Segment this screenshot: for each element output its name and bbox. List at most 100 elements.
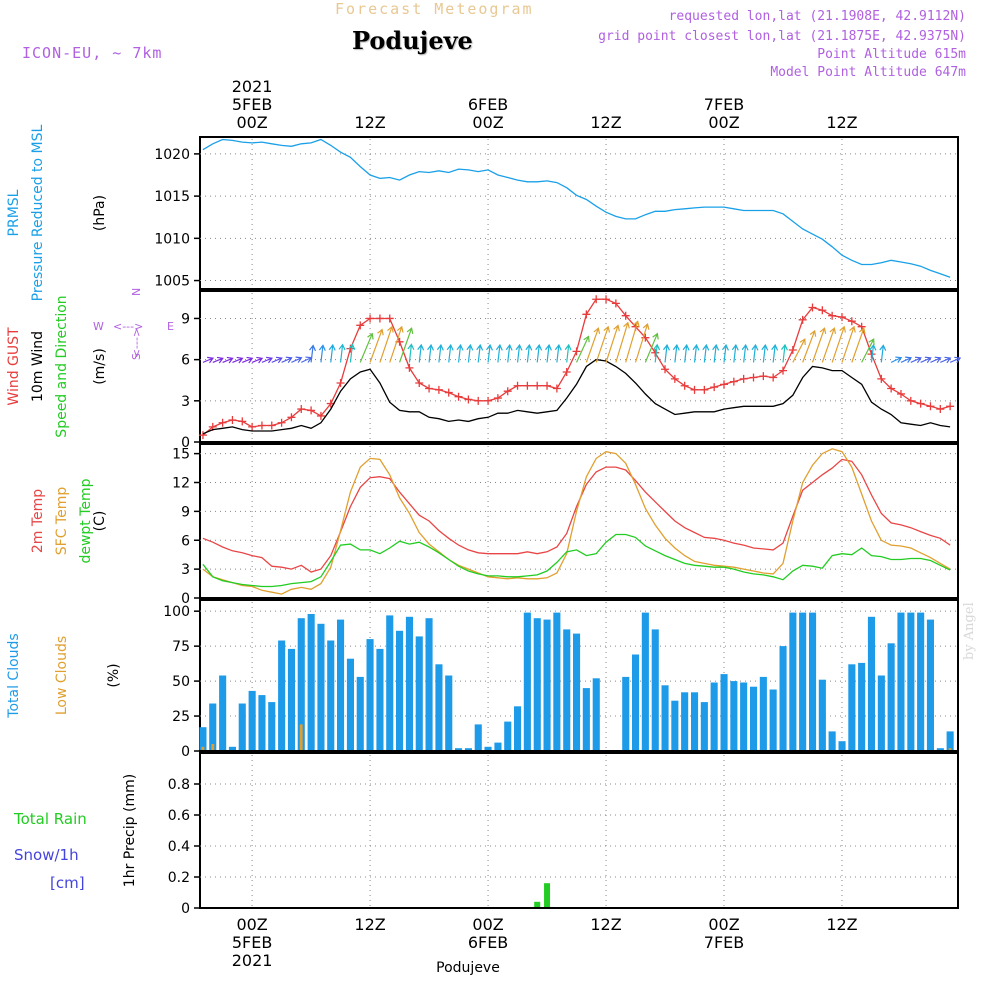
wind-arrow [821, 327, 837, 363]
total-cloud-bar [641, 612, 649, 750]
total-cloud-bar [651, 629, 659, 750]
total-cloud-bar [809, 612, 817, 750]
wind-arrow [251, 356, 264, 364]
gust-marker [267, 421, 276, 430]
temp-frame [199, 443, 959, 599]
total-cloud-bar [484, 746, 492, 750]
wind-arrow [379, 325, 394, 363]
wind-arrow [869, 343, 877, 363]
low-cloud-bar [948, 748, 952, 750]
model-altitude: Model Point Altitude 647m [770, 65, 966, 80]
gust-marker [710, 383, 719, 392]
total-cloud-bar [474, 724, 482, 750]
precip-panel: 0 0.2 0.4 0.6 0.8 Total Rain Snow/1h [cm] 1hr Pr… [13, 752, 959, 917]
total-cloud-bar [720, 674, 728, 750]
wind-arrow [446, 343, 454, 363]
gust-marker [700, 385, 709, 394]
wind-arrow [476, 343, 484, 363]
wind-arrow [861, 338, 875, 363]
wind-arrow [222, 356, 234, 364]
gust-marker [661, 365, 670, 374]
total-cloud-bar [356, 676, 364, 750]
gust-marker [336, 378, 345, 387]
gust-marker [896, 389, 905, 398]
total-cloud-bar [543, 619, 551, 750]
total-cloud-bar [238, 703, 246, 750]
total-cloud-bar [582, 688, 590, 750]
wind-arrow [318, 344, 326, 363]
wind-arrow [930, 356, 942, 364]
wind-arrow [417, 343, 425, 363]
total-cloud-bar [848, 664, 856, 750]
wind-arrow [662, 343, 670, 363]
total-cloud-bar [779, 646, 787, 750]
gust-marker [356, 321, 365, 330]
wind-line-10m-wind [202, 358, 951, 435]
wind-arrow [545, 343, 553, 363]
total-cloud-bar [337, 619, 345, 750]
total-cloud-bar [405, 616, 413, 750]
gust-marker [375, 314, 384, 323]
wind-arrow [761, 343, 769, 363]
total-cloud-bar [897, 612, 905, 750]
wind-unit-label: (m/s) [92, 348, 108, 385]
total-cloud-bar [228, 746, 236, 750]
total-cloud-bar [681, 692, 689, 750]
precip-frame [199, 752, 959, 909]
gust-marker [405, 363, 414, 372]
wind-arrow [261, 356, 274, 364]
total-cloud-bar [917, 612, 925, 750]
pressure-ytick-label: 1005 [154, 274, 190, 290]
top-hour-label: 00Z [472, 113, 503, 132]
gust-marker [552, 384, 561, 393]
requested-coords: requested lon,lat (21.1908E, 42.9112N) [668, 9, 966, 24]
wind-arrow [831, 325, 846, 363]
bottom-date-label: 7FEB [704, 933, 744, 952]
total-cloud-bar [317, 623, 325, 750]
wind-arrow [495, 343, 503, 363]
wind-arrow [672, 343, 680, 363]
top-hour-label: 12Z [826, 113, 857, 132]
compass-north: N [130, 288, 143, 296]
gust-marker [444, 388, 453, 397]
temp-ytick-label: 3 [181, 562, 190, 578]
precip-ytick-label: 0.2 [168, 870, 190, 886]
gust-marker [454, 392, 463, 401]
wind-arrow [949, 356, 962, 364]
temp-line-2m-temp [202, 458, 951, 573]
wind-arrow [841, 325, 856, 363]
gust-marker [218, 418, 227, 427]
wind-arrow [535, 343, 543, 363]
wind-ytick-label: 6 [181, 353, 190, 369]
gust-marker [533, 381, 542, 390]
temp-ytick-label: 9 [181, 504, 190, 520]
gust-marker [493, 394, 502, 403]
clouds-ytick-label: 50 [172, 674, 190, 690]
total-cloud-bar [867, 616, 875, 750]
top-date-label: 6FEB [468, 95, 508, 114]
top-hour-label: 00Z [236, 113, 267, 132]
wind-arrow [721, 343, 729, 363]
wind-arrow [466, 343, 474, 363]
precip-axis-title: 1hr Precip (mm) [122, 774, 138, 887]
bottom-hour-label: 12Z [354, 915, 385, 934]
bottom-date-label: 5FEB [232, 933, 272, 952]
total-cloud-bar [671, 700, 679, 750]
wind-arrow [338, 343, 346, 363]
wind-arrow [309, 344, 317, 363]
wind-arrow [575, 335, 590, 363]
gust-marker [543, 381, 552, 390]
low-cloud-bar [299, 724, 303, 750]
pressure-series-label: PRMSL [6, 189, 22, 236]
gust-marker [680, 381, 689, 390]
wind-arrow [900, 356, 913, 363]
wind-arrow [348, 343, 356, 363]
total-cloud-bar [573, 633, 581, 750]
compass-arrow-horizontal: <---> [113, 320, 143, 333]
wind-arrow [369, 328, 384, 363]
gust-marker [592, 295, 601, 304]
bottom-date-label: 6FEB [468, 933, 508, 952]
temp-ytick-label: 12 [172, 476, 190, 492]
total-cloud-bar [209, 703, 217, 750]
